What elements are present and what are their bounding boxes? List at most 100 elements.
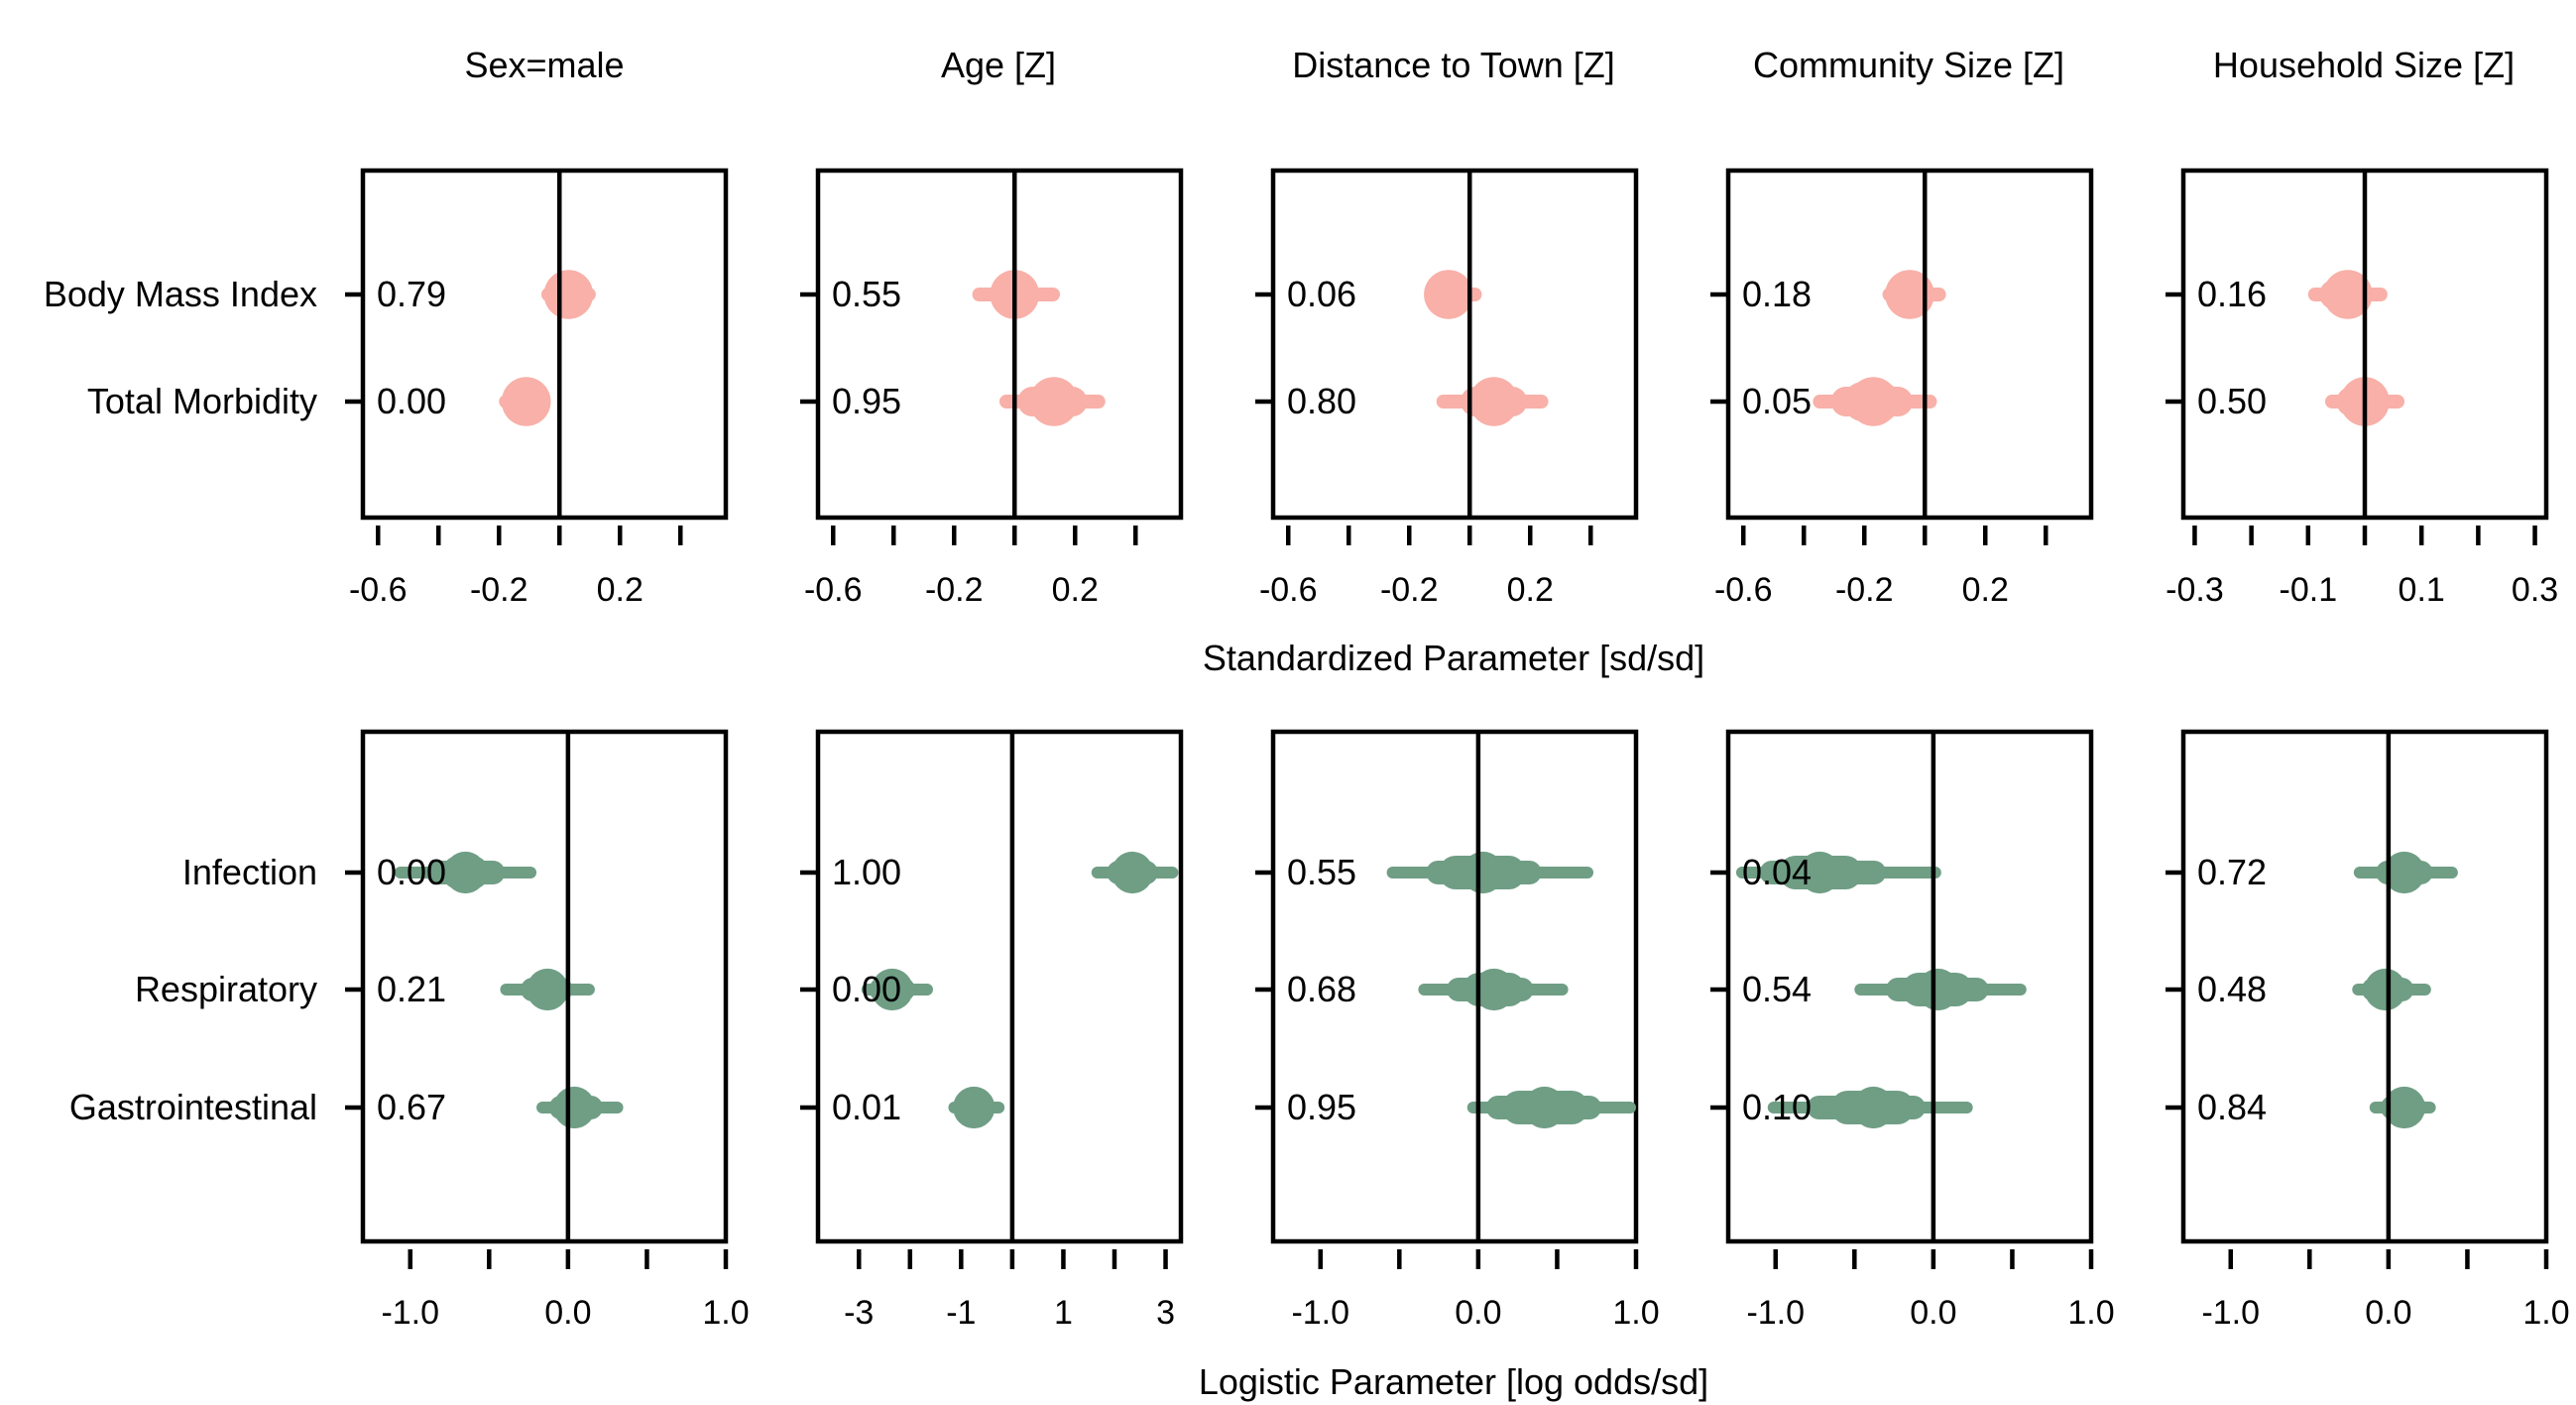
probability-label: 0.06 [1287, 274, 1356, 314]
estimate-point [1111, 851, 1154, 894]
top-panel-2: 0.55 0.95 -0.6 -0.2 0.2 [800, 168, 1184, 609]
probability-label: 0.79 [377, 274, 446, 314]
estimate-point [543, 270, 594, 319]
column-title-distance: Distance to Town [Z] [1292, 45, 1614, 85]
estimate-point [2383, 1086, 2425, 1129]
top-x-axis-title: Standardized Parameter [sd/sd] [1203, 638, 1704, 678]
probability-label: 0.50 [2197, 381, 2267, 421]
x-tick-label: 0.2 [1507, 571, 1554, 609]
panel-frame [1725, 168, 2094, 521]
bottom-panel-3: 0.55 0.68 0.95 -1.0 0.0 1.0 [1255, 729, 1660, 1332]
estimate-point [1523, 1086, 1566, 1129]
probability-label: 0.84 [2197, 1087, 2267, 1127]
probability-label: 0.00 [832, 969, 901, 1009]
top-panel-4: 0.18 0.05 -0.6 -0.2 0.2 [1710, 168, 2094, 609]
probability-label: 0.00 [377, 381, 446, 421]
estimate-point [1468, 377, 1519, 426]
x-tick-label: -0.6 [804, 571, 863, 609]
row-label-body-mass-index: Body Mass Index [44, 274, 317, 314]
x-tick-label: -1.0 [2201, 1294, 2260, 1332]
bottom-row: InfectionRespiratoryGastrointestinal0.00… [69, 729, 2570, 1332]
estimate-point [501, 377, 551, 426]
estimate-point [871, 968, 913, 1011]
x-tick-label: 0.0 [1910, 1294, 1956, 1332]
x-tick-label: -0.1 [2280, 571, 2338, 609]
estimate-point [553, 1086, 596, 1129]
panel-frame [2180, 729, 2549, 1244]
probability-label: 1.00 [832, 852, 901, 892]
x-tick-label: 0.0 [1455, 1294, 1501, 1332]
estimate-point [527, 968, 569, 1011]
estimate-point [1885, 270, 1934, 319]
panel-frame [1270, 729, 1639, 1244]
estimate-point [1029, 377, 1079, 426]
probability-label: 0.01 [832, 1087, 901, 1127]
probability-label: 0.05 [1742, 381, 1812, 421]
x-tick-label: 0.1 [2399, 571, 2445, 609]
x-tick-label: -0.3 [2166, 571, 2224, 609]
x-tick-label: 1.0 [2067, 1294, 2114, 1332]
x-tick-label: 0.2 [597, 571, 644, 609]
probability-label: 0.21 [377, 969, 446, 1009]
x-tick-label: 1.0 [2522, 1294, 2569, 1332]
x-tick-label: 0.0 [2365, 1294, 2411, 1332]
x-tick-label: 1.0 [702, 1294, 749, 1332]
bottom-panel-2: 1.00 0.00 0.01 -3 -1 1 3 [800, 729, 1184, 1332]
x-tick-label: 3 [1156, 1294, 1175, 1332]
x-tick-label: 0.2 [1052, 571, 1099, 609]
column-title-age: Age [Z] [941, 45, 1056, 85]
panel-frame [360, 729, 729, 1244]
row-label-total-morbidity: Total Morbidity [87, 381, 317, 421]
panel-frame [1270, 168, 1639, 521]
row-label-respiratory: Respiratory [135, 969, 317, 1009]
column-title-sex: Sex=male [464, 45, 624, 85]
x-tick-label: -1 [946, 1294, 976, 1332]
x-tick-label: 0.0 [544, 1294, 591, 1332]
estimate-point [2364, 968, 2406, 1011]
estimate-point [1472, 968, 1515, 1011]
probability-label: 0.00 [377, 852, 446, 892]
panel-frame [815, 168, 1184, 521]
x-tick-label: -0.2 [470, 571, 528, 609]
x-tick-label: 0.2 [1962, 571, 2009, 609]
probability-label: 0.48 [2197, 969, 2267, 1009]
estimate-point [1424, 270, 1473, 319]
estimate-point [1852, 1086, 1895, 1129]
top-panel-5: 0.16 0.50 -0.3 -0.1 0.1 0.3 [2166, 168, 2558, 609]
row-label-gastrointestinal: Gastrointestinal [69, 1087, 317, 1127]
x-tick-label: 1 [1054, 1294, 1073, 1332]
probability-label: 0.68 [1287, 969, 1356, 1009]
probability-label: 0.10 [1742, 1087, 1812, 1127]
top-panel-1: 0.79 0.00 -0.6 -0.2 0.2 [345, 168, 729, 609]
column-title-household: Household Size [Z] [2213, 45, 2515, 85]
x-tick-label: -1.0 [1291, 1294, 1349, 1332]
x-tick-label: 0.3 [2512, 571, 2558, 609]
x-tick-label: 1.0 [1612, 1294, 1659, 1332]
x-tick-label: -0.6 [349, 571, 408, 609]
estimate-point [1848, 377, 1899, 426]
x-tick-label: -1.0 [1746, 1294, 1805, 1332]
probability-label: 0.95 [832, 381, 901, 421]
row-label-infection: Infection [182, 852, 317, 892]
bottom-panel-4: 0.04 0.54 0.10 -1.0 0.0 1.0 [1710, 729, 2115, 1332]
panel-frame [360, 168, 729, 521]
estimate-point [2383, 851, 2425, 894]
bottom-x-axis-title: Logistic Parameter [log odds/sd] [1199, 1361, 1708, 1402]
x-tick-label: -0.6 [1259, 571, 1318, 609]
estimate-point [1799, 851, 1841, 894]
estimate-point [1917, 968, 1959, 1011]
probability-label: 0.95 [1287, 1087, 1356, 1127]
panel-frame [815, 729, 1184, 1244]
probability-label: 0.54 [1742, 969, 1812, 1009]
top-row: Body Mass Index Total Morbidity 0.79 0.00 -0… [44, 168, 2558, 609]
column-titles: Sex=male Age [Z] Distance to Town [Z] Co… [464, 45, 2515, 85]
panel-frame [1725, 729, 2094, 1244]
probability-label: 0.04 [1742, 852, 1812, 892]
probability-label: 0.55 [1287, 852, 1356, 892]
x-tick-label: -1.0 [381, 1294, 439, 1332]
estimate-point [953, 1086, 995, 1129]
bottom-panel-1: 0.00 0.21 0.67 -1.0 0.0 1.0 [345, 729, 750, 1332]
x-tick-label: -0.6 [1714, 571, 1773, 609]
probability-label: 0.72 [2197, 852, 2267, 892]
